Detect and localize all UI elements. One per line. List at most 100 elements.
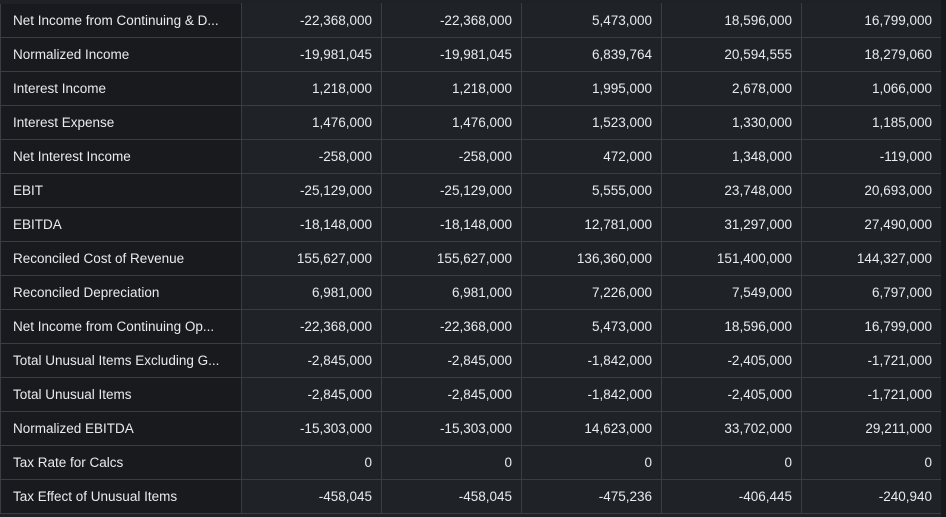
value-cell: 1,185,000	[801, 105, 942, 140]
value-cell: 144,327,000	[801, 241, 942, 276]
row-label: EBIT	[0, 173, 242, 208]
value-cell: -15,303,000	[241, 411, 382, 446]
value-cell: 18,596,000	[661, 3, 802, 38]
value-cell: -406,445	[661, 479, 802, 514]
value-cell: 1,066,000	[801, 71, 942, 106]
table-row: Tax Effect of Unusual Items -458,045 -458,…	[0, 479, 942, 514]
value-cell: 20,693,000	[801, 173, 942, 208]
table-row: Interest Expense 1,476,000 1,476,000 1,523,…	[0, 105, 942, 140]
value-cell: -1,721,000	[801, 377, 942, 412]
value-cell: -458,045	[241, 479, 382, 514]
value-cell: 472,000	[521, 139, 662, 174]
row-label: Total Unusual Items Excluding G...	[0, 343, 242, 378]
table-row: Reconciled Depreciation 6,981,000 6,981,00…	[0, 275, 942, 310]
scroll-edge	[941, 0, 946, 517]
table-row: EBITDA -18,148,000 -18,148,000 12,781,000 31…	[0, 207, 942, 242]
row-label: Net Income from Continuing & D...	[0, 3, 242, 38]
value-cell: -25,129,000	[241, 173, 382, 208]
value-cell: 18,279,060	[801, 37, 942, 72]
row-label: EBITDA	[0, 207, 242, 242]
value-cell: 5,555,000	[521, 173, 662, 208]
value-cell: -1,842,000	[521, 343, 662, 378]
value-cell: 27,490,000	[801, 207, 942, 242]
value-cell: -2,845,000	[241, 377, 382, 412]
value-cell: 12,781,000	[521, 207, 662, 242]
value-cell: 2,678,000	[661, 71, 802, 106]
value-cell: 20,594,555	[661, 37, 802, 72]
value-cell: 151,400,000	[661, 241, 802, 276]
table-row: Interest Income 1,218,000 1,218,000 1,995,0…	[0, 71, 942, 106]
value-cell: -2,845,000	[241, 343, 382, 378]
value-cell: 6,981,000	[381, 275, 522, 310]
value-cell: 1,995,000	[521, 71, 662, 106]
value-cell: -258,000	[241, 139, 382, 174]
value-cell: -19,981,045	[381, 37, 522, 72]
value-cell: 6,839,764	[521, 37, 662, 72]
row-label: Reconciled Cost of Revenue	[0, 241, 242, 276]
value-cell: -18,148,000	[381, 207, 522, 242]
row-label: Normalized EBITDA	[0, 411, 242, 446]
value-cell: 0	[381, 445, 522, 480]
table-row: Net Interest Income -258,000 -258,000 472,0…	[0, 139, 942, 174]
value-cell: -2,405,000	[661, 343, 802, 378]
value-cell: -1,721,000	[801, 343, 942, 378]
value-cell: 1,218,000	[381, 71, 522, 106]
table-row: Net Income from Continuing Op... -22,368,…	[0, 309, 942, 344]
value-cell: 0	[521, 445, 662, 480]
value-cell: -25,129,000	[381, 173, 522, 208]
row-label: Tax Rate for Calcs	[0, 445, 242, 480]
value-cell: 6,981,000	[241, 275, 382, 310]
value-cell: 0	[801, 445, 942, 480]
table-row: Reconciled Cost of Revenue 155,627,000 155…	[0, 241, 942, 276]
row-label: Interest Expense	[0, 105, 242, 140]
value-cell: 31,297,000	[661, 207, 802, 242]
value-cell: 6,797,000	[801, 275, 942, 310]
value-cell: 1,476,000	[241, 105, 382, 140]
value-cell: 7,226,000	[521, 275, 662, 310]
value-cell: 155,627,000	[381, 241, 522, 276]
financials-table: Net Income from Continuing & D... -22,368…	[0, 3, 942, 514]
row-label: Total Unusual Items	[0, 377, 242, 412]
value-cell: -458,045	[381, 479, 522, 514]
value-cell: -22,368,000	[241, 309, 382, 344]
value-cell: 16,799,000	[801, 3, 942, 38]
value-cell: -1,842,000	[521, 377, 662, 412]
value-cell: -15,303,000	[381, 411, 522, 446]
table-row: Total Unusual Items Excluding G... -2,845…	[0, 343, 942, 378]
value-cell: 33,702,000	[661, 411, 802, 446]
value-cell: -22,368,000	[241, 3, 382, 38]
value-cell: -475,236	[521, 479, 662, 514]
value-cell: -18,148,000	[241, 207, 382, 242]
value-cell: 18,596,000	[661, 309, 802, 344]
value-cell: 1,218,000	[241, 71, 382, 106]
value-cell: 155,627,000	[241, 241, 382, 276]
value-cell: -2,405,000	[661, 377, 802, 412]
table-row: Normalized EBITDA -15,303,000 -15,303,000 1…	[0, 411, 942, 446]
row-label: Normalized Income	[0, 37, 242, 72]
value-cell: -240,940	[801, 479, 942, 514]
value-cell: 136,360,000	[521, 241, 662, 276]
value-cell: 0	[661, 445, 802, 480]
table-row: EBIT -25,129,000 -25,129,000 5,555,000 23,74…	[0, 173, 942, 208]
table-row: Net Income from Continuing & D... -22,368…	[0, 3, 942, 38]
table-row: Normalized Income -19,981,045 -19,981,045 6…	[0, 37, 942, 72]
value-cell: -22,368,000	[381, 309, 522, 344]
value-cell: -2,845,000	[381, 343, 522, 378]
value-cell: 5,473,000	[521, 309, 662, 344]
value-cell: -2,845,000	[381, 377, 522, 412]
row-label: Net Income from Continuing Op...	[0, 309, 242, 344]
value-cell: -119,000	[801, 139, 942, 174]
value-cell: 16,799,000	[801, 309, 942, 344]
row-label: Tax Effect of Unusual Items	[0, 479, 242, 514]
value-cell: 1,523,000	[521, 105, 662, 140]
value-cell: 1,330,000	[661, 105, 802, 140]
table-row: Tax Rate for Calcs 0 0 0 0 0	[0, 445, 942, 480]
row-label: Reconciled Depreciation	[0, 275, 242, 310]
value-cell: 14,623,000	[521, 411, 662, 446]
value-cell: -258,000	[381, 139, 522, 174]
financials-table-body: Net Income from Continuing & D... -22,368…	[0, 3, 942, 514]
value-cell: 23,748,000	[661, 173, 802, 208]
value-cell: 29,211,000	[801, 411, 942, 446]
value-cell: 1,348,000	[661, 139, 802, 174]
